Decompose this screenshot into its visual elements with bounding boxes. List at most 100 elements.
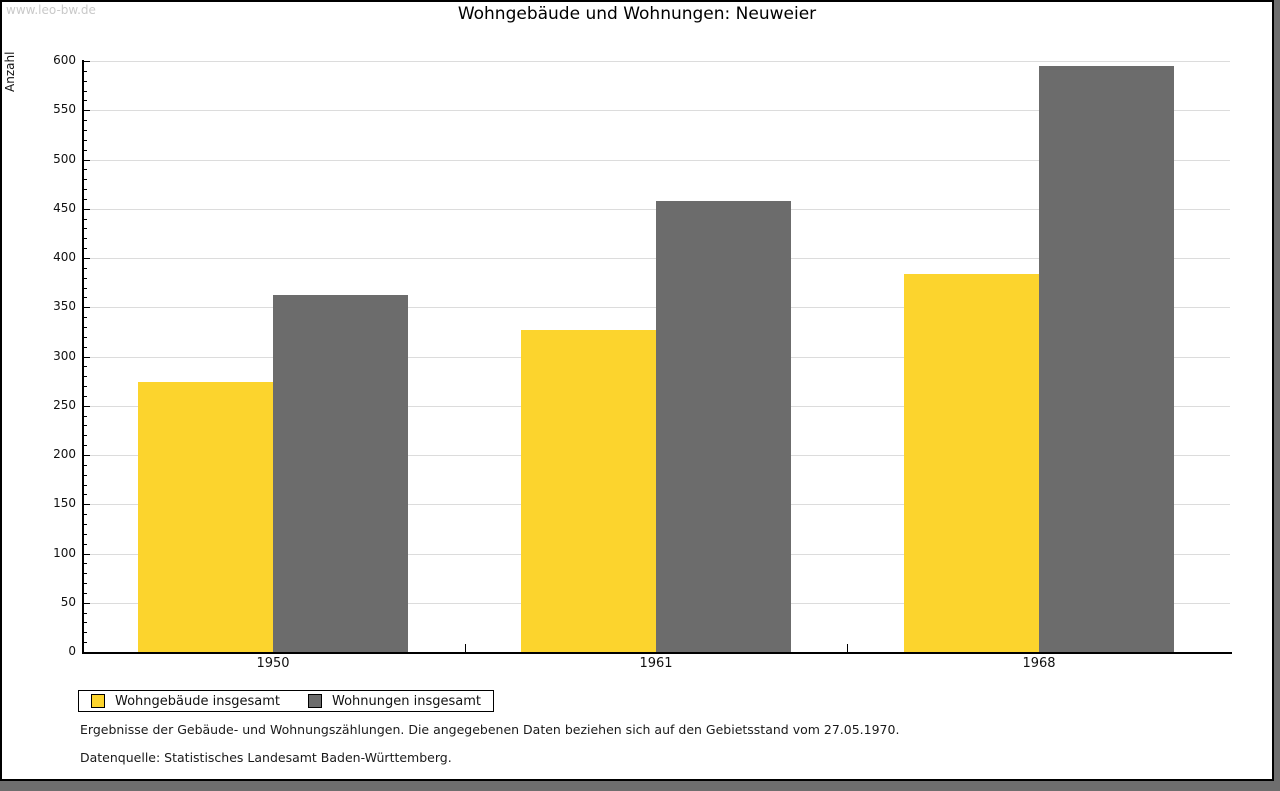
plot-area: 0 50 100 150 200 250 300 350 400 450 500 550 600 1950… [2, 2, 1272, 702]
y-minor-tick [82, 416, 87, 417]
bar-wohnungen-insgesamt-1961 [656, 201, 791, 652]
chart-title: Wohngebäude und Wohnungen: Neuweier [457, 4, 817, 24]
y-minor-tick [82, 199, 87, 200]
footer-note: Ergebnisse der Gebäude- und Wohnungszähl… [80, 722, 900, 737]
y-minor-tick [82, 238, 87, 239]
y-minor-tick [82, 396, 87, 397]
y-minor-tick [82, 150, 87, 151]
y-minor-tick [82, 573, 87, 574]
y-minor-tick [82, 317, 87, 318]
y-minor-tick [82, 228, 87, 229]
bar-wohngeb-ude-insgesamt-1961 [521, 330, 656, 652]
x-category-tick [847, 644, 848, 652]
legend-label-wohnungen: Wohnungen insgesamt [332, 693, 481, 709]
y-minor-tick [82, 642, 87, 643]
y-tick-label-150: 150 [53, 496, 76, 510]
y-minor-tick [82, 248, 87, 249]
y-minor-tick [82, 278, 87, 279]
y-minor-tick [82, 485, 87, 486]
y-minor-tick [82, 189, 87, 190]
y-major-tick [82, 406, 90, 407]
y-major-tick [82, 357, 90, 358]
y-minor-tick [82, 120, 87, 121]
legend: Wohngebäude insgesamt Wohnungen insgesam… [78, 690, 494, 712]
y-minor-tick [82, 140, 87, 141]
y-minor-tick [82, 297, 87, 298]
y-minor-tick [82, 366, 87, 367]
y-minor-tick [82, 494, 87, 495]
legend-swatch-wohngebaeude [91, 694, 105, 708]
y-tick-label-250: 250 [53, 398, 76, 412]
y-minor-tick [82, 544, 87, 545]
y-minor-tick [82, 563, 87, 564]
y-minor-tick [82, 376, 87, 377]
y-minor-tick [82, 534, 87, 535]
y-minor-tick [82, 622, 87, 623]
x-axis-line [82, 652, 1232, 654]
y-tick-label-300: 300 [53, 349, 76, 363]
y-minor-tick [82, 445, 87, 446]
y-major-tick [82, 209, 90, 210]
y-tick-label-50: 50 [60, 595, 76, 609]
y-minor-tick [82, 613, 87, 614]
y-minor-tick [82, 81, 87, 82]
y-major-tick [82, 554, 90, 555]
legend-label-wohngebaeude: Wohngebäude insgesamt [115, 693, 280, 709]
y-minor-tick [82, 179, 87, 180]
y-tick-label-500: 500 [53, 152, 76, 166]
y-tick-label-600: 600 [53, 53, 76, 67]
y-tick-label-550: 550 [53, 102, 76, 116]
y-minor-tick [82, 386, 87, 387]
y-minor-tick [82, 327, 87, 328]
watermark: www.leo-bw.de [6, 3, 96, 17]
gridline-550 [82, 110, 1230, 111]
y-major-tick [82, 160, 90, 161]
y-tick-label-200: 200 [53, 447, 76, 461]
legend-item-wohnungen: Wohnungen insgesamt [308, 694, 481, 709]
y-minor-tick [82, 593, 87, 594]
y-major-tick [82, 504, 90, 505]
y-minor-tick [82, 475, 87, 476]
x-tick-label-1968: 1968 [1022, 656, 1056, 671]
y-minor-tick [82, 514, 87, 515]
y-tick-label-100: 100 [53, 546, 76, 560]
gridline-600 [82, 61, 1230, 62]
y-minor-tick [82, 219, 87, 220]
bar-wohnungen-insgesamt-1968 [1039, 66, 1174, 652]
y-minor-tick [82, 169, 87, 170]
footer-source: Datenquelle: Statistisches Landesamt Bad… [80, 750, 452, 765]
legend-swatch-wohnungen [308, 694, 322, 708]
bar-wohnungen-insgesamt-1950 [273, 295, 408, 652]
bar-wohngeb-ude-insgesamt-1968 [904, 274, 1039, 652]
y-minor-tick [82, 435, 87, 436]
y-axis-line [82, 60, 84, 654]
y-minor-tick [82, 91, 87, 92]
y-minor-tick [82, 347, 87, 348]
y-tick-label-450: 450 [53, 201, 76, 215]
y-minor-tick [82, 288, 87, 289]
y-major-tick [82, 455, 90, 456]
y-major-tick [82, 307, 90, 308]
y-major-tick [82, 110, 90, 111]
y-minor-tick [82, 337, 87, 338]
y-tick-label-0: 0 [68, 644, 76, 658]
y-minor-tick [82, 524, 87, 525]
x-tick-label-1961: 1961 [639, 656, 673, 671]
x-category-tick [465, 644, 466, 652]
y-tick-label-400: 400 [53, 250, 76, 264]
y-minor-tick [82, 583, 87, 584]
y-minor-tick [82, 465, 87, 466]
y-minor-tick [82, 632, 87, 633]
y-minor-tick [82, 425, 87, 426]
y-minor-tick [82, 71, 87, 72]
x-tick-label-1950: 1950 [256, 656, 290, 671]
y-minor-tick [82, 130, 87, 131]
gridline-500 [82, 160, 1230, 161]
bar-wohngeb-ude-insgesamt-1950 [138, 382, 273, 652]
legend-item-wohngebaeude: Wohngebäude insgesamt [91, 694, 280, 709]
y-minor-tick [82, 268, 87, 269]
y-tick-label-350: 350 [53, 299, 76, 313]
y-major-tick [82, 603, 90, 604]
y-major-tick [82, 258, 90, 259]
